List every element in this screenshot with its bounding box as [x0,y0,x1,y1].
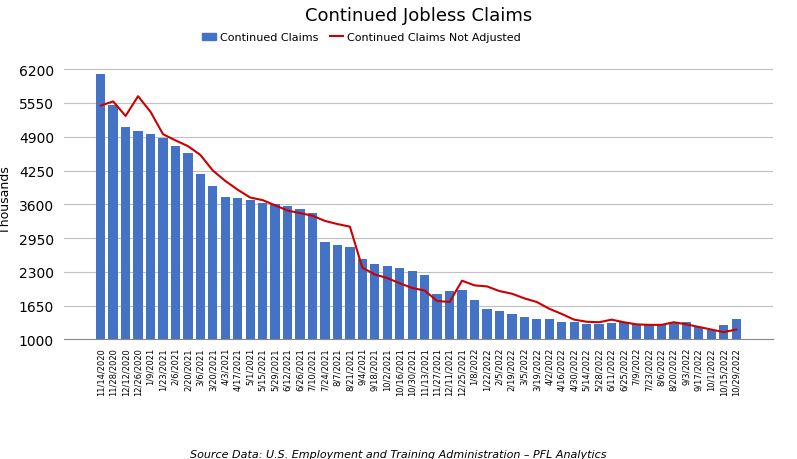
Bar [283,207,292,340]
Bar [507,314,516,340]
Bar [208,187,218,340]
Bar [457,290,467,340]
Bar [632,324,641,340]
Bar [607,323,616,340]
Bar [221,197,230,340]
Bar [146,135,155,340]
Bar [644,325,654,340]
Legend: Continued Claims, Continued Claims Not Adjusted: Continued Claims, Continued Claims Not A… [198,29,525,48]
Bar [445,291,454,340]
Bar [694,327,704,340]
Bar [657,325,666,340]
Title: Continued Jobless Claims: Continued Jobless Claims [304,7,532,25]
Bar [358,260,367,340]
Bar [433,294,442,340]
Bar [183,154,193,340]
Bar [370,264,379,340]
Bar [582,325,591,340]
Bar [532,319,541,340]
Bar [681,323,691,340]
Bar [520,317,529,340]
Bar [245,201,255,340]
Bar [258,204,267,340]
Bar [469,301,479,340]
Bar [595,325,604,340]
Y-axis label: Thousands: Thousands [0,166,12,234]
Bar [544,319,554,340]
Bar [196,175,205,340]
Bar [108,105,118,340]
Bar [395,269,404,340]
Bar [570,323,579,340]
Bar [121,128,130,340]
Bar [296,209,304,340]
Bar [732,319,741,340]
Bar [333,245,342,340]
Bar [407,272,417,340]
Bar [495,312,504,340]
Bar [270,204,280,340]
Bar [719,325,728,340]
Bar [171,147,180,340]
Bar [420,275,430,340]
Bar [308,213,317,340]
Bar [707,330,716,340]
Bar [669,323,678,340]
Bar [133,131,143,340]
Bar [320,243,330,340]
Text: Source Data: U.S. Employment and Training Administration – PFL Analytics: Source Data: U.S. Employment and Trainin… [190,449,607,459]
Bar [96,75,105,340]
Bar [233,199,242,340]
Bar [619,323,629,340]
Bar [159,139,167,340]
Bar [482,309,492,340]
Bar [383,266,392,340]
Bar [557,322,567,340]
Bar [345,247,355,340]
